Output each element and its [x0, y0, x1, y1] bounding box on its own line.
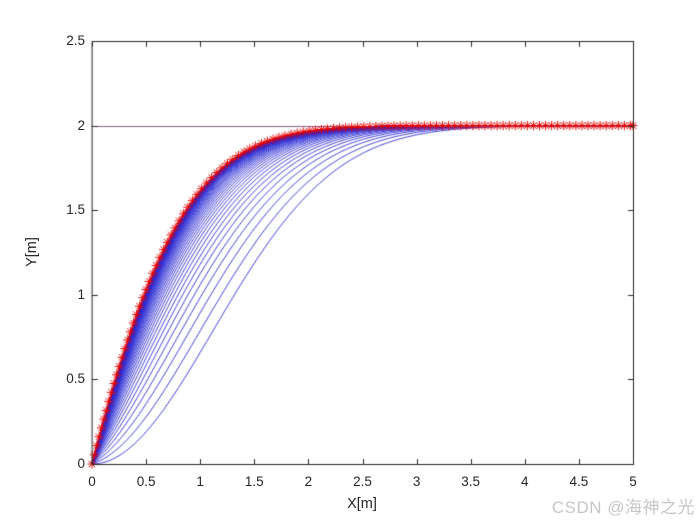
y-tick-label: 2 — [77, 117, 85, 133]
x-tick-label: 0 — [88, 474, 96, 489]
x-tick-label: 1.5 — [244, 474, 264, 489]
x-tick-label: 0.5 — [136, 474, 156, 489]
x-axis-label: X[m] — [347, 496, 377, 512]
x-tick-label: 4 — [521, 474, 529, 489]
x-tick-label: 3 — [412, 474, 421, 489]
y-tick-label: 1.5 — [66, 202, 85, 218]
x-tick-label: 4.5 — [569, 474, 589, 489]
y-tick-label: 0.5 — [66, 371, 85, 387]
x-tick-label: 2 — [304, 474, 313, 489]
watermark: CSDN @海神之光 — [551, 498, 695, 517]
y-axis-label: Y[m] — [24, 237, 40, 267]
y-tick-label: 2.5 — [66, 33, 85, 48]
x-tick-label: 3.5 — [461, 474, 481, 489]
x-tick-label: 2.5 — [353, 474, 372, 489]
x-tick-label: 5 — [629, 474, 637, 489]
x-tick-label: 1 — [196, 474, 204, 489]
y-tick-label: 0 — [77, 456, 85, 471]
y-tick-label: 1 — [77, 286, 85, 302]
